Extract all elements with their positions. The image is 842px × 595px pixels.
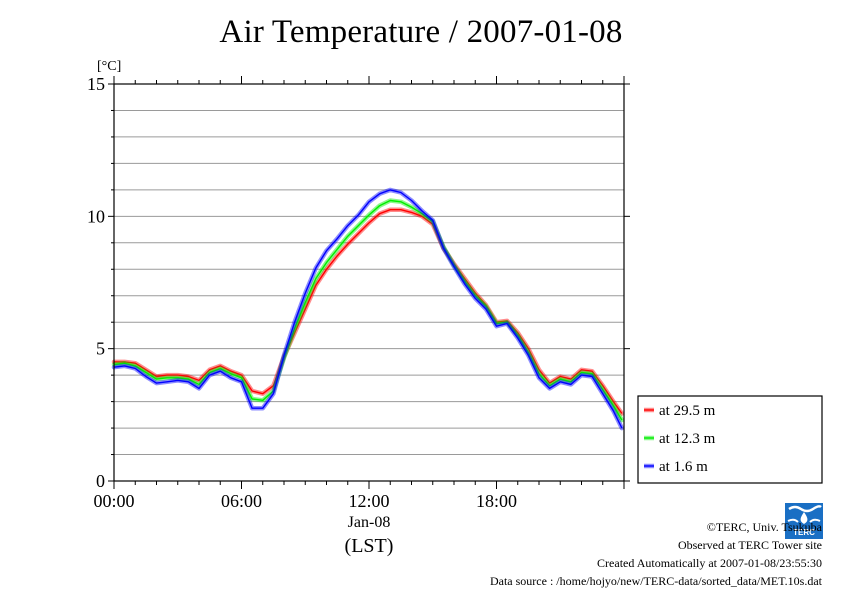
series-layer — [111, 187, 625, 431]
axis-layer: 0 5 10 15[°C] 00:00 06:00 12:00 18:00 Jan-08 (LST… — [87, 59, 630, 557]
x-tick-label: 18:00 — [476, 491, 517, 511]
svg-text:TERC: TERC — [793, 528, 815, 537]
legend: at 29.5 m at 12.3 m at 1.6 m — [637, 395, 823, 484]
legend-box — [637, 395, 823, 484]
y-tick-label: 10 — [87, 206, 105, 226]
chart-title: Air Temperature / 2007-01-08 — [219, 14, 623, 50]
x-tick-label: 06:00 — [221, 491, 262, 511]
x-tick-label: 00:00 — [93, 491, 134, 511]
plot-frame — [113, 83, 625, 482]
y-tick-label: 15 — [87, 74, 105, 94]
legend-label-2: at 1.6 m — [659, 459, 708, 475]
series-line-2 — [113, 189, 623, 429]
x-timezone-label: (LST) — [345, 535, 394, 557]
terc-logo-icon: TERC — [785, 503, 823, 539]
series-line-0 — [114, 209, 623, 414]
legend-label-0: at 29.5 m — [659, 403, 716, 419]
legend-label-1: at 12.3 m — [659, 431, 716, 447]
y-tick-label: 5 — [96, 339, 105, 359]
x-tick-label: 12:00 — [348, 491, 389, 511]
y-tick-label: 0 — [96, 471, 105, 491]
footer-copyright: ©TERC, Univ. Tsukuba — [706, 520, 822, 534]
footer-source: Data source : /home/hojyo/new/TERC-data/… — [489, 574, 822, 588]
footer-created: Created Automatically at 2007-01-08/23:5… — [597, 556, 822, 570]
grid-layer — [114, 109, 624, 456]
x-date-label: Jan-08 — [348, 514, 391, 531]
series-line-1 — [113, 199, 623, 421]
footer-observed: Observed at TERC Tower site — [677, 538, 822, 552]
y-unit-label: [°C] — [97, 59, 121, 74]
